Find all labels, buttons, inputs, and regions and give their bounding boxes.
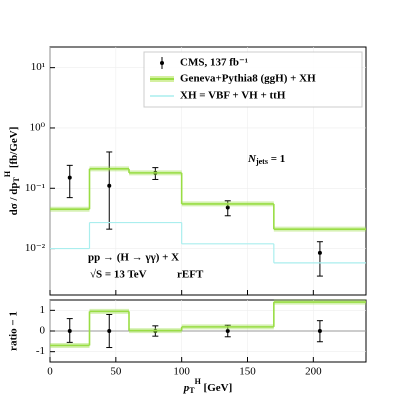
y-tick-label: 1 [40, 304, 46, 316]
data-point [107, 183, 112, 188]
x-tick-label: 0 [47, 366, 53, 378]
data-point [317, 250, 322, 255]
annotation-energy: √S = 13 TeV [90, 269, 147, 281]
x-tick-label: 100 [173, 366, 190, 378]
x-label-sup: H [195, 377, 202, 386]
x-axis-label: pTH [GeV] [183, 377, 233, 395]
annotation-njets: Njets = 1 [247, 153, 285, 166]
njets-main: N [247, 153, 257, 165]
x-tick-label: 50 [110, 366, 122, 378]
data-point [67, 329, 72, 333]
x-tick-label: 200 [305, 366, 322, 378]
x-tick-label: 150 [239, 366, 256, 378]
data-point [107, 329, 112, 333]
y-axis-label: dσ / dpTH [fb/GeV] [3, 127, 21, 216]
legend-label: CMS, 137 fb⁻¹ [180, 57, 248, 69]
data-point [317, 329, 322, 333]
annotation-process: pp → (H → γγ) + X [88, 252, 179, 264]
annotation-scheme: rEFT [177, 269, 204, 281]
y-tick-label: -1 [36, 345, 45, 357]
y-tick-label: 0 [40, 325, 46, 337]
y-tick-label: 10⁻² [25, 242, 46, 254]
legend: CMS, 137 fb⁻¹ Geneva+Pythia8 (ggH) + XH … [143, 51, 363, 108]
y-label-sup: H [3, 170, 12, 177]
y-tick-label: 10¹ [31, 61, 45, 73]
y-label-sub: T [12, 176, 21, 182]
x-label-unit: [GeV] [201, 382, 232, 394]
y-tick-label: 10⁰ [30, 121, 46, 133]
njets-rest: = 1 [268, 153, 285, 165]
ratio-y-label: ratio − 1 [8, 311, 20, 351]
data-point [225, 329, 230, 333]
legend-label: XH = VBF + VH + ttH [180, 90, 286, 102]
njets-sub: jets [255, 157, 268, 166]
legend-label: Geneva+Pythia8 (ggH) + XH [180, 73, 316, 85]
data-point [67, 175, 72, 180]
x-label-main: p [183, 382, 190, 394]
x-label-sub: T [189, 386, 195, 395]
y-label-main: dσ / dp [8, 182, 20, 215]
legend-marker-point [160, 61, 164, 65]
y-label-unit: [fb/GeV] [8, 127, 20, 171]
data-point [225, 205, 230, 210]
y-tick-label: 10⁻¹ [25, 182, 45, 194]
legend-box [143, 51, 363, 108]
